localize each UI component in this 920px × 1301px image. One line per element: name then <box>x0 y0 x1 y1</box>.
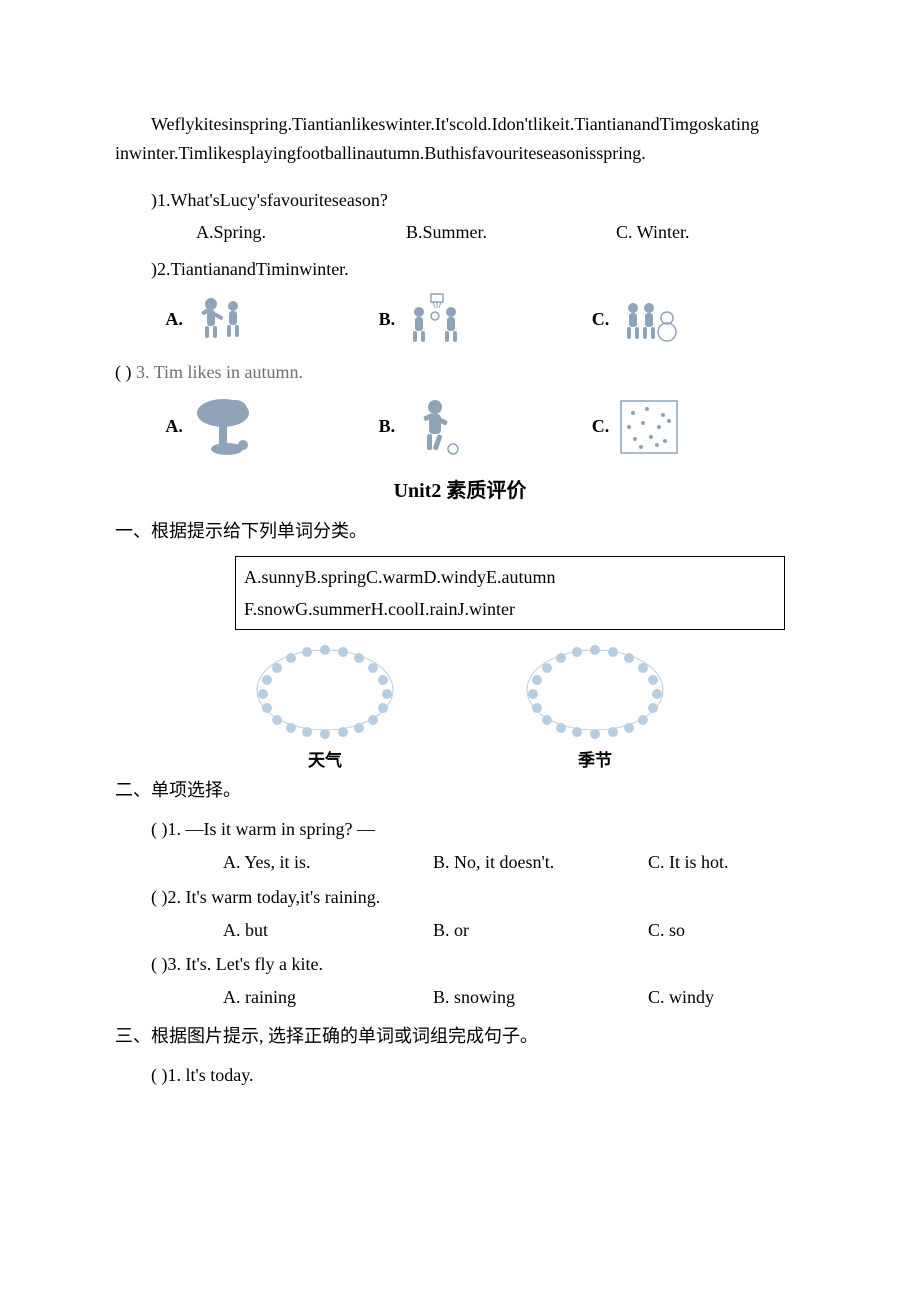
reading-q1-opt-a: A.Spring. <box>196 218 406 247</box>
kid-football-icon <box>405 395 465 459</box>
word-bank-line2: F.snowG.summerH.coolI.rainJ.winter <box>244 593 776 625</box>
section2-head: 二、单项选择。 <box>115 776 805 805</box>
s2-q3-stem: ( )3. It's. Let's fly a kite. <box>151 950 805 979</box>
reading-q3-paren: ( ) <box>115 362 132 382</box>
passage-line2: inwinter.Timlikesplayingfootballinautumn… <box>115 143 646 163</box>
reading-q1-opt-c: C. Winter. <box>616 218 689 247</box>
reading-q2-img-c: C. <box>592 290 805 348</box>
img-letter-a2: A. <box>165 412 183 441</box>
s2-q1-stem: ( )1. —Is it warm in spring? — <box>151 815 805 844</box>
reading-q2-img-b: B. <box>379 290 592 348</box>
s2-q2-opts: A. but B. or C. so <box>223 916 805 945</box>
s2-q2-c: C. so <box>648 916 685 945</box>
s2-q1-opts: A. Yes, it is. B. No, it doesn't. C. It … <box>223 848 805 877</box>
s2-q1-c: C. It is hot. <box>648 848 729 877</box>
oval-season-label: 季节 <box>515 747 675 774</box>
word-bank-line1: A.sunnyB.springC.warmD.windyE.autumn <box>244 561 776 593</box>
worksheet-page: Weflykitesinspring.Tiantianlikeswinter.I… <box>0 0 920 1152</box>
reading-q1-options: A.Spring. B.Summer. C. Winter. <box>196 218 805 247</box>
s2-q2-stem: ( )2. It's warm today,it's raining. <box>151 883 805 912</box>
kids-jump-icon <box>193 290 253 348</box>
reading-q2-stem: )2.TiantianandTiminwinter. <box>151 255 805 284</box>
s2-q2-b: B. or <box>433 916 648 945</box>
s2-q3-a: A. raining <box>223 983 433 1012</box>
oval-season: 季节 <box>515 640 675 774</box>
img-letter-a: A. <box>165 305 183 334</box>
snow-scene-icon <box>619 399 679 455</box>
img-letter-b2: B. <box>379 412 396 441</box>
reading-q1-opt-b: B.Summer. <box>406 218 616 247</box>
img-letter-b: B. <box>379 305 396 334</box>
reading-q2-images: A. <box>165 290 805 348</box>
reading-q3-stem: 3. Tim likes in autumn. <box>136 362 303 382</box>
reading-q3-images: A. B. <box>165 393 805 461</box>
section1-head: 一、根据提示给下列单词分类。 <box>115 517 805 546</box>
kids-basketball-icon <box>405 290 465 348</box>
s2-q1-b: B. No, it doesn't. <box>433 848 648 877</box>
reading-q3-row: ( ) 3. Tim likes in autumn. <box>115 358 805 387</box>
s2-q3-c: C. windy <box>648 983 714 1012</box>
s3-q1-stem: ( )1. lt's today. <box>151 1061 805 1090</box>
img-letter-c: C. <box>592 305 610 334</box>
word-bank-box: A.sunnyB.springC.warmD.windyE.autumn F.s… <box>235 556 785 631</box>
reading-q3-img-b: B. <box>379 395 592 459</box>
unit-title: Unit2 素质评价 <box>115 475 805 507</box>
oval-weather-label: 天气 <box>245 747 405 774</box>
reading-q3-img-a: A. <box>165 393 378 461</box>
s2-q3-b: B. snowing <box>433 983 648 1012</box>
reading-q3-img-c: C. <box>592 399 805 455</box>
passage-line1: Weflykitesinspring.Tiantianlikeswinter.I… <box>151 114 759 134</box>
category-ovals: 天气 季节 <box>115 640 805 774</box>
s2-q3-opts: A. raining B. snowing C. windy <box>223 983 805 1012</box>
img-letter-c2: C. <box>592 412 610 441</box>
s2-q1-a: A. Yes, it is. <box>223 848 433 877</box>
section3-head: 三、根据图片提示, 选择正确的单词或词组完成句子。 <box>115 1022 805 1051</box>
oval-weather: 天气 <box>245 640 405 774</box>
beaded-oval-icon <box>515 640 675 740</box>
reading-passage: Weflykitesinspring.Tiantianlikeswinter.I… <box>115 110 805 168</box>
reading-q1-stem: )1.What'sLucy'sfavouriteseason? <box>151 186 805 215</box>
beaded-oval-icon <box>245 640 405 740</box>
reading-q2-img-a: A. <box>165 290 378 348</box>
s2-q2-a: A. but <box>223 916 433 945</box>
kids-snowman-icon <box>619 290 679 348</box>
tree-cloud-icon <box>193 393 263 461</box>
